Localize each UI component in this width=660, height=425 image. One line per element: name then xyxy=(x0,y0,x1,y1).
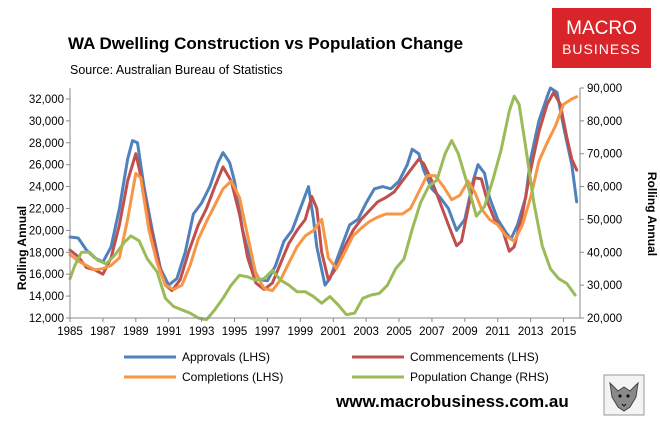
x-tick-label: 1989 xyxy=(123,326,149,338)
x-tick-label: 2007 xyxy=(419,326,445,338)
x-tick-label: 2013 xyxy=(518,326,544,338)
x-tick-label: 2001 xyxy=(320,326,346,338)
legend-label-completions: Completions (LHS) xyxy=(182,370,283,384)
y-left-tick-label: 12,000 xyxy=(29,313,64,325)
legend: Approvals (LHS) Commencements (LHS) Comple… xyxy=(124,350,549,384)
logo-line1: MACRO xyxy=(566,18,637,39)
series-line-completions xyxy=(68,95,579,293)
logo-box xyxy=(552,8,651,68)
chart-title: WA Dwelling Construction vs Population C… xyxy=(68,34,463,53)
axes: 12,000 14,000 16,000 18,000 20,000 22,000 24,0… xyxy=(29,83,622,338)
x-tick-label: 1999 xyxy=(288,326,314,338)
y-right-tick-label: 80,000 xyxy=(587,116,622,128)
y-right-tick-label: 70,000 xyxy=(587,149,622,161)
y-left-tick-label: 22,000 xyxy=(29,203,64,215)
y-right-tick-label: 60,000 xyxy=(587,182,622,194)
x-tick-label: 2005 xyxy=(386,326,412,338)
x-tick-label: 1987 xyxy=(90,326,116,338)
y-left-tick-label: 14,000 xyxy=(29,291,64,303)
x-tick-label: 1997 xyxy=(255,326,281,338)
y-left-axis-title: Rolling Annual xyxy=(15,206,29,290)
series-line-population-change xyxy=(68,94,577,322)
y-left-tick-label: 20,000 xyxy=(29,225,64,237)
y-left-tick-label: 16,000 xyxy=(29,269,64,281)
y-right-tick-label: 30,000 xyxy=(587,280,622,292)
x-tick-label: 1991 xyxy=(156,326,182,338)
y-right-axis-title: Rolling Annual xyxy=(645,172,659,256)
y-left-tick-label: 32,000 xyxy=(29,94,64,106)
y-right-tick-label: 50,000 xyxy=(587,214,622,226)
x-tick-label: 1995 xyxy=(222,326,248,338)
legend-label-commencements: Commencements (LHS) xyxy=(410,350,539,364)
x-tick-label: 2009 xyxy=(452,326,478,338)
legend-label-population-change: Population Change (RHS) xyxy=(410,370,549,384)
logo: MACRO BUSINESS xyxy=(552,8,651,68)
y-left-tick-label: 30,000 xyxy=(29,116,64,128)
y-left-tick-label: 28,000 xyxy=(29,138,64,150)
x-tick-label: 2015 xyxy=(551,326,577,338)
website-url: www.macrobusiness.com.au xyxy=(335,392,569,411)
wolf-icon xyxy=(603,374,645,416)
y-left-tick-label: 18,000 xyxy=(29,247,64,259)
x-tick-label: 1985 xyxy=(57,326,83,338)
plot-area xyxy=(68,86,579,322)
y-right-tick-label: 20,000 xyxy=(587,313,622,325)
y-right-tick-label: 40,000 xyxy=(587,247,622,259)
legend-label-approvals: Approvals (LHS) xyxy=(182,350,270,364)
y-left-tick-label: 26,000 xyxy=(29,160,64,172)
chart-subtitle: Source: Australian Bureau of Statistics xyxy=(70,63,283,77)
y-right-tick-label: 90,000 xyxy=(587,83,622,95)
y-left-tick-label: 24,000 xyxy=(29,182,64,194)
x-tick-label: 1993 xyxy=(189,326,215,338)
x-tick-label: 2011 xyxy=(485,326,510,338)
x-tick-label: 2003 xyxy=(353,326,379,338)
logo-line2: BUSINESS xyxy=(562,41,641,57)
